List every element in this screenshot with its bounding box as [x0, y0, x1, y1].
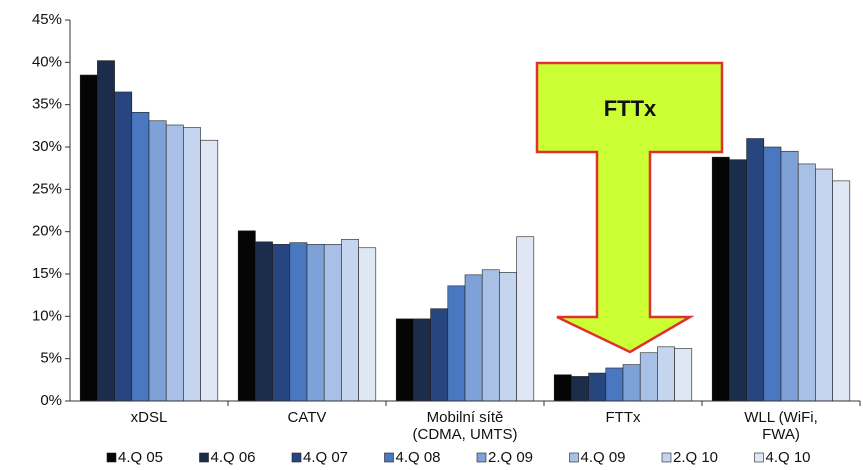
bar [797, 163, 816, 402]
bar [571, 376, 589, 402]
bar [622, 364, 641, 402]
y-tick-label: 40% [32, 53, 62, 70]
bar [148, 120, 167, 402]
bar [200, 139, 219, 402]
bar [832, 180, 851, 402]
bar [447, 285, 466, 402]
bar [430, 308, 449, 402]
legend-label: 2.Q 10 [673, 449, 718, 466]
legend-swatch [291, 452, 302, 463]
y-tick-label: 0% [40, 392, 62, 409]
y-tick-label: 10% [32, 307, 62, 324]
bar [97, 60, 115, 402]
legend-label: 4.Q 06 [211, 449, 256, 466]
y-tick-label: 45% [32, 11, 62, 28]
bar [780, 150, 799, 402]
bar [341, 238, 359, 402]
legend-swatch [661, 452, 672, 463]
x-tick-label: CATV [288, 409, 327, 426]
bar [711, 156, 730, 402]
legend-label: 4.Q 10 [766, 449, 811, 466]
bar [237, 230, 256, 402]
bar [746, 138, 765, 402]
bar [639, 352, 658, 402]
bar [114, 91, 133, 402]
bar [657, 346, 675, 402]
annotation-arrow [535, 61, 724, 354]
x-tick-label: Mobilní sítě (CDMA, UMTS) [413, 409, 518, 443]
legend-swatch [569, 452, 579, 463]
y-tick-label: 25% [32, 180, 62, 197]
legend-label: 4.Q 05 [118, 449, 163, 466]
bar [413, 318, 431, 402]
bar [553, 374, 572, 402]
bar [729, 159, 747, 402]
x-tick-label: WLL (WiFi, FWA) [744, 409, 818, 443]
bar [481, 269, 500, 402]
bar [763, 146, 782, 402]
bar [323, 244, 342, 402]
bar [499, 272, 517, 402]
legend-swatch [384, 452, 394, 463]
legend-swatch [199, 452, 209, 463]
y-tick-label: 20% [32, 223, 62, 240]
bar [289, 242, 308, 402]
bar [815, 168, 833, 402]
bar [183, 127, 201, 402]
bar [255, 241, 273, 402]
legend-label: 4.Q 09 [581, 449, 626, 466]
bar [131, 111, 150, 402]
bar [358, 247, 377, 402]
annotation: FTTx [604, 96, 657, 121]
legend-swatch [754, 452, 764, 463]
legend-swatch [106, 452, 117, 463]
bar [464, 274, 483, 402]
bar [674, 348, 693, 402]
y-tick-label: 5% [40, 350, 62, 367]
bar [395, 318, 414, 402]
bar [588, 372, 607, 402]
y-tick-label: 15% [32, 265, 62, 282]
y-tick-label: 35% [32, 96, 62, 113]
legend-swatch [476, 452, 487, 463]
legend-label: 4.Q 07 [303, 449, 348, 466]
bar [516, 236, 535, 402]
x-tick-label: xDSL [131, 409, 168, 426]
legend-label: 2.Q 09 [488, 449, 533, 466]
legend-label: 4.Q 08 [396, 449, 441, 466]
bar [79, 74, 98, 402]
y-tick-label: 30% [32, 138, 62, 155]
bar [272, 244, 291, 402]
bar [605, 367, 624, 402]
bar [165, 124, 184, 402]
x-tick-label: FTTx [606, 409, 641, 426]
bar [306, 244, 325, 402]
